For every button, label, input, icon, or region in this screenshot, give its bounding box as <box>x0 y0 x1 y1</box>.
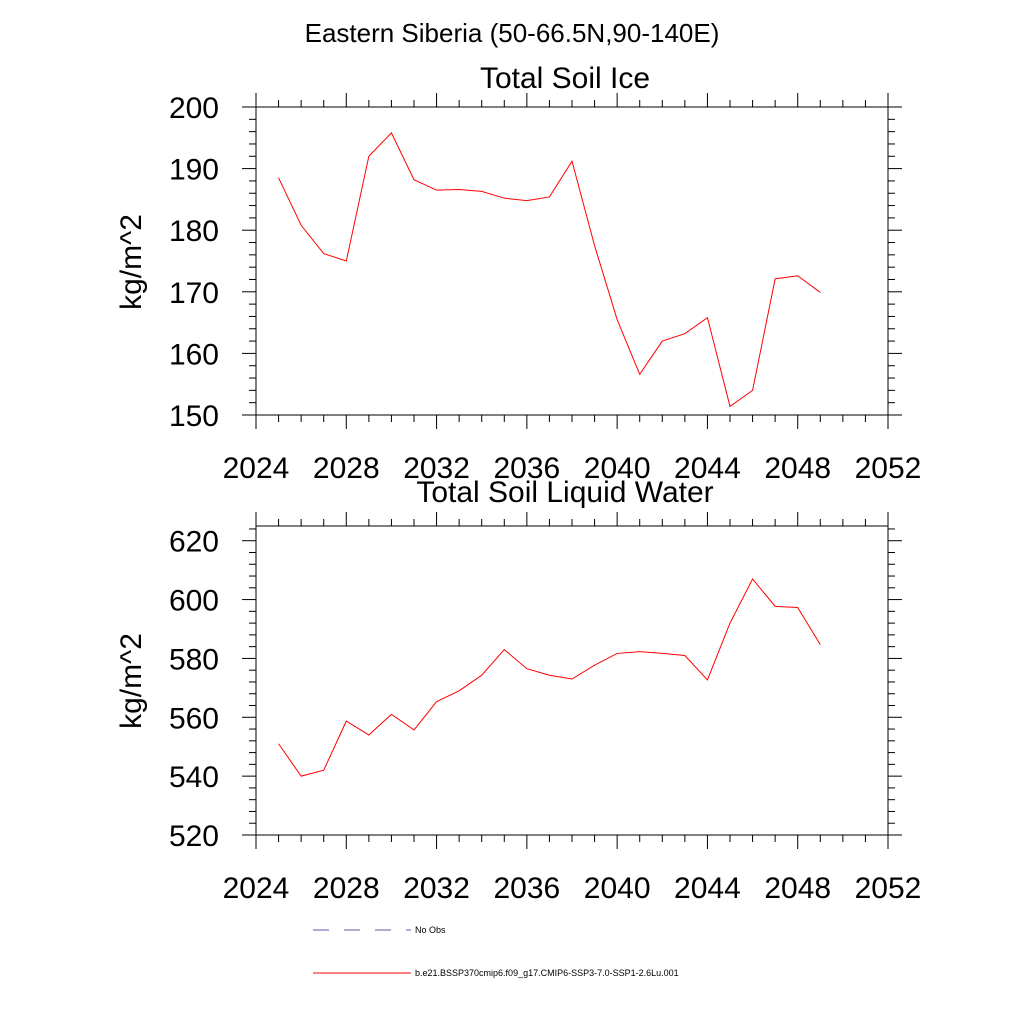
x-tick-label: 2052 <box>855 452 922 485</box>
legend-label-model-run: b.e21.BSSP370cmip6.f09_g17.CMIP6-SSP3-7.… <box>415 968 679 978</box>
y-tick-label: 520 <box>169 820 219 853</box>
y-tick-label: 160 <box>169 338 219 371</box>
series-line <box>278 578 821 777</box>
x-tick-label: 2044 <box>674 872 741 905</box>
y-tick-label: 560 <box>169 702 219 735</box>
x-tick-label: 2036 <box>493 872 560 905</box>
y-tick-label: 150 <box>169 400 219 433</box>
y-tick-label: 580 <box>169 643 219 676</box>
y-tick-label: 620 <box>169 526 219 559</box>
x-tick-label: 2024 <box>223 452 290 485</box>
legend: No Obs b.e21.BSSP370cmip6.f09_g17.CMIP6-… <box>313 925 679 978</box>
x-tick-label: 2040 <box>584 872 651 905</box>
y-axis-label: kg/m^2 <box>115 633 148 729</box>
chart-title: Total Soil Liquid Water <box>416 476 713 509</box>
x-tick-label: 2048 <box>764 452 831 485</box>
x-tick-label: 2028 <box>313 872 380 905</box>
x-tick-label: 2036 <box>493 452 560 485</box>
y-tick-label: 540 <box>169 761 219 794</box>
x-tick-label: 2024 <box>223 872 290 905</box>
y-tick-label: 190 <box>169 154 219 187</box>
series-line <box>278 132 821 408</box>
x-tick-label: 2052 <box>855 872 922 905</box>
x-tick-label: 2044 <box>674 452 741 485</box>
x-tick-label: 2048 <box>764 872 831 905</box>
legend-label-no-obs: No Obs <box>415 925 446 935</box>
plot-frame <box>255 106 889 416</box>
x-tick-label: 2032 <box>403 872 470 905</box>
chart-panel-soil-liquid-water: Total Soil Liquid Water kg/m^2 2024 2028 2… <box>115 476 921 905</box>
y-tick-label: 200 <box>169 92 219 125</box>
y-axis-label: kg/m^2 <box>115 214 148 310</box>
y-tick-label: 180 <box>169 215 219 248</box>
x-tick-label: 2028 <box>313 452 380 485</box>
y-tick-label: 170 <box>169 277 219 310</box>
x-tick-label: 2040 <box>584 452 651 485</box>
x-tick-label: 2032 <box>403 452 470 485</box>
chart-panel-soil-ice: Total Soil Ice kg/m^2 2024 2028 2032 2036 20… <box>115 62 921 485</box>
y-tick-label: 600 <box>169 585 219 618</box>
figure-title: Eastern Siberia (50-66.5N,90-140E) <box>305 18 720 48</box>
chart-title: Total Soil Ice <box>480 62 650 95</box>
plot-frame <box>255 525 889 836</box>
